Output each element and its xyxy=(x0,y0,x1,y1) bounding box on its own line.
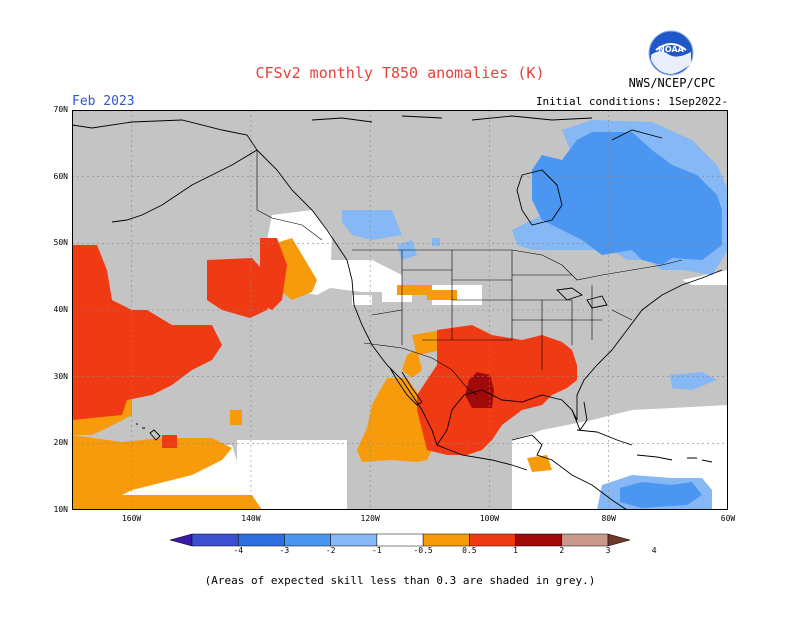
colorbar-label: -2 xyxy=(325,546,336,555)
colorbar-label: 0.5 xyxy=(462,546,477,555)
noaa-logo-text: NOAA xyxy=(658,45,684,54)
lat-label: 60N xyxy=(53,171,68,181)
colorbar-cell xyxy=(422,533,470,547)
red-regions xyxy=(72,238,577,455)
lat-label: 70N xyxy=(53,105,68,114)
colorbar-label: 4 xyxy=(651,546,657,555)
lon-label: 140W xyxy=(241,514,261,523)
colorbar-label: -0.5 xyxy=(413,546,433,555)
colorbar-cell xyxy=(284,533,331,547)
colorbar-max-arrow xyxy=(607,533,630,547)
map-frame xyxy=(72,110,728,510)
anomaly-map xyxy=(72,110,728,510)
colorbar-cell xyxy=(191,533,239,547)
chart-title: CFSv2 monthly T850 anomalies (K) xyxy=(255,64,545,82)
colorbar xyxy=(170,533,630,547)
colorbar-cell xyxy=(515,533,563,547)
colorbar-cell xyxy=(561,533,609,547)
noaa-logo: NOAA xyxy=(648,30,694,76)
lon-label: 80W xyxy=(601,514,616,523)
colorbar-label: -3 xyxy=(279,546,290,555)
colorbar-cell xyxy=(330,533,378,547)
blue-regions xyxy=(532,132,722,508)
lon-label: 160W xyxy=(121,514,142,523)
lon-label: 120W xyxy=(360,514,380,523)
colorbar-label: 1 xyxy=(513,546,518,555)
colorbar-label: -4 xyxy=(233,546,244,555)
colorbar-cell xyxy=(237,533,285,547)
lat-label: 50N xyxy=(53,238,68,248)
lat-label: 10N xyxy=(53,505,68,514)
dark-red-regions xyxy=(465,372,494,408)
forecast-month: Feb 2023 xyxy=(72,94,135,109)
colorbar-label: 3 xyxy=(605,546,611,555)
lat-label: 20N xyxy=(53,438,68,448)
colorbar-label: -1 xyxy=(372,546,382,555)
colorbar-min-arrow xyxy=(170,533,193,547)
borders xyxy=(256,150,683,396)
colorbar-cell xyxy=(376,533,424,547)
lat-label: 30N xyxy=(53,371,68,381)
colorbar-cell xyxy=(469,533,516,547)
skill-footnote: (Areas of expected skill less than 0.3 a… xyxy=(204,574,596,587)
lon-label: 100W xyxy=(479,514,500,523)
graticule xyxy=(72,110,728,510)
colorbar-label: 2 xyxy=(559,546,565,555)
agency-label: NWS/NCEP/CPC xyxy=(628,76,716,90)
lon-label: 60W xyxy=(720,514,736,523)
lat-label: 40N xyxy=(53,305,68,314)
